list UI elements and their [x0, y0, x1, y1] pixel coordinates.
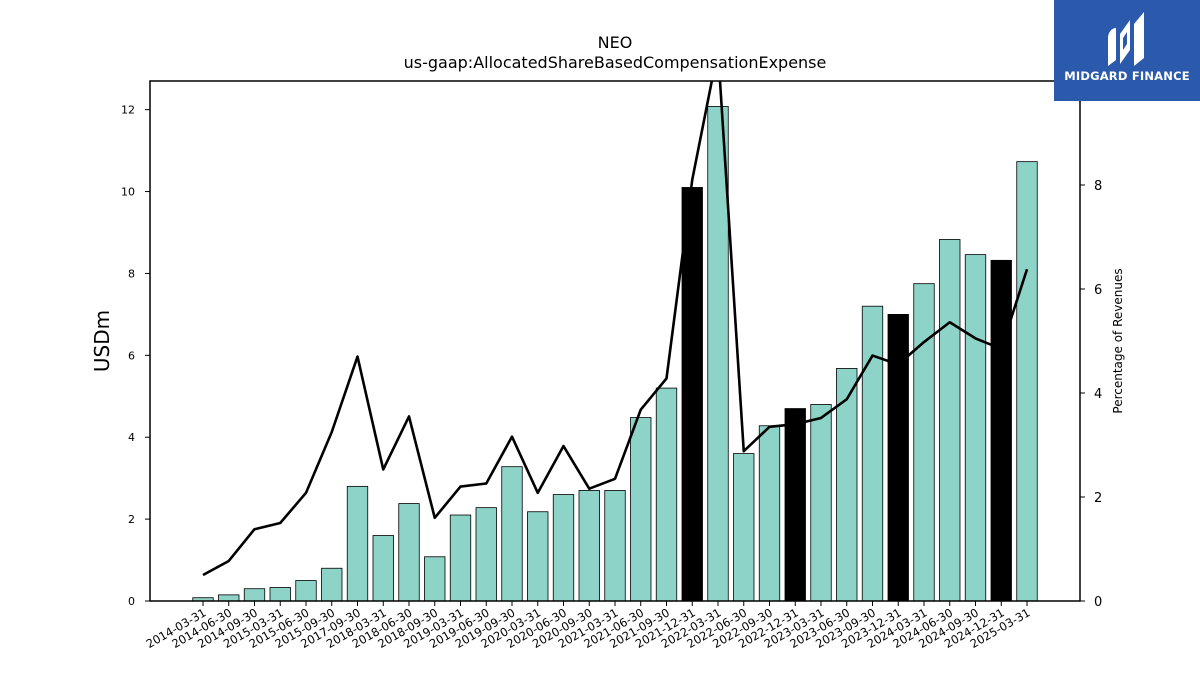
y-tick-label: 4: [128, 431, 135, 444]
bar-2020-03-31: [527, 511, 549, 602]
bar-2021-03-31: [604, 490, 626, 602]
y2-tick-label: 4: [1094, 387, 1102, 402]
bar-2023-09-30: [861, 305, 884, 602]
bar-2018-06-30: [398, 503, 420, 602]
bar-2014-06-30: [218, 594, 240, 602]
y-axis-ticks: 0 2 4 6 8 10 12: [121, 104, 150, 608]
chart-subtitle: us-gaap:AllocatedShareBasedCompensationE…: [404, 53, 827, 72]
bar-2020-09-30: [578, 490, 600, 602]
bar-2021-12-31: [681, 187, 703, 602]
y2-tick-label: 6: [1094, 283, 1102, 298]
bar-2024-09-30: [964, 254, 987, 602]
bar-2020-06-30: [552, 494, 575, 602]
y-tick-label: 10: [121, 186, 135, 199]
midgard-finance-logo: MIDGARD FINANCE: [1054, 0, 1200, 101]
bar-2022-09-30: [758, 425, 781, 602]
percentage-of-revenues-line: [202, 81, 1029, 577]
bar-2021-09-30: [655, 387, 678, 602]
y2-axis-ticks: 0 2 4 6 8: [1080, 179, 1102, 610]
bar-2015-03-31: [269, 587, 291, 602]
bar-2021-06-30: [630, 417, 652, 602]
bar-2015-06-30: [295, 580, 317, 602]
chart-title: NEO: [598, 33, 633, 52]
line-series: [202, 81, 1029, 577]
y2-axis-label: Percentage of Revenues: [1111, 268, 1125, 413]
bar-2024-12-31: [990, 259, 1012, 602]
bar-2022-12-31: [784, 408, 806, 602]
y-tick-label: 8: [128, 267, 135, 280]
bar-2019-03-31: [449, 514, 472, 602]
bar-2024-06-30: [939, 239, 961, 602]
bar-2018-03-31: [372, 535, 394, 602]
logo-text: MIDGARD FINANCE: [1064, 69, 1190, 83]
bar-2025-03-31: [1016, 161, 1038, 602]
y-tick-label: 0: [128, 595, 135, 608]
bar-2018-09-30: [424, 556, 446, 602]
midgard-logo-mark-icon: [1108, 12, 1144, 66]
bar-2022-06-30: [733, 453, 755, 602]
bar-2014-09-30: [243, 588, 266, 602]
y-tick-label: 12: [121, 104, 135, 117]
bar-2019-09-30: [501, 466, 523, 602]
bar-2015-09-30: [321, 567, 343, 602]
bar-2024-03-31: [913, 283, 935, 602]
y-tick-label: 6: [128, 349, 135, 362]
y2-tick-label: 2: [1094, 491, 1102, 506]
y-axis-label: USDm: [90, 310, 114, 372]
bar-series: [192, 105, 1038, 602]
bar-2023-03-31: [810, 404, 832, 602]
bar-2017-09-30: [346, 485, 369, 602]
y-tick-label: 2: [128, 513, 135, 526]
x-axis-ticks: 2014-03-312014-06-302014-09-302015-03-31…: [144, 601, 1033, 651]
bar-2019-06-30: [475, 507, 497, 602]
y2-tick-label: 0: [1094, 595, 1102, 610]
y2-tick-label: 8: [1094, 179, 1102, 194]
